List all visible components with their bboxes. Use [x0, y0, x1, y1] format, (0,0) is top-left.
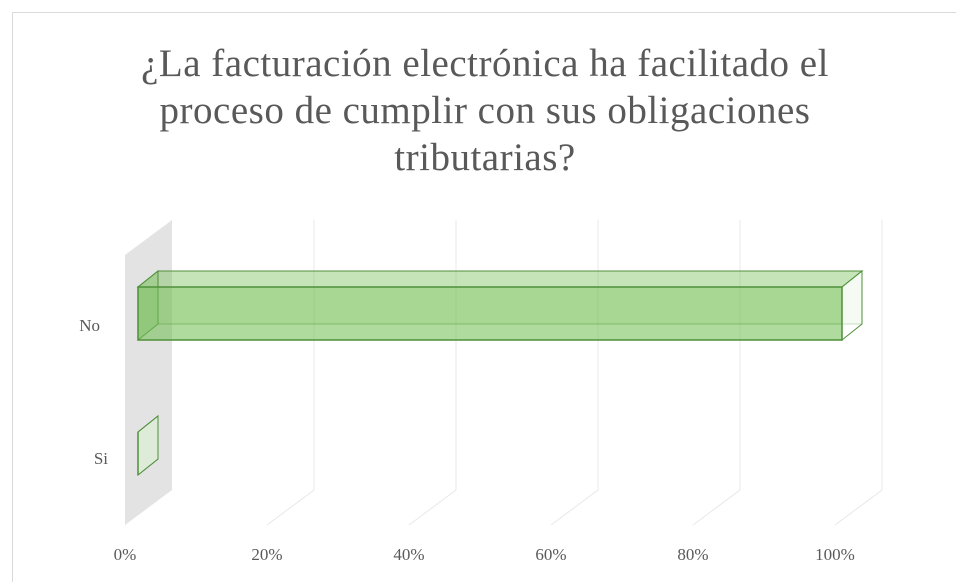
bar-front: [137, 286, 843, 341]
grid-line: [266, 220, 315, 526]
x-tick-label: 20%: [251, 545, 282, 564]
y-tick-label: No: [79, 316, 100, 335]
x-tick-label: 40%: [393, 545, 424, 564]
x-tick-label: 60%: [535, 545, 566, 564]
back-wall: [125, 220, 172, 525]
bar: [137, 414, 159, 477]
x-tick-label: 100%: [815, 545, 855, 564]
y-tick-label: Si: [94, 449, 108, 468]
grid-line: [834, 220, 883, 526]
bar: [136, 269, 864, 342]
grid-line: [550, 220, 599, 526]
chart-title: ¿La facturación electrónica ha facilitad…: [141, 42, 829, 179]
bar-top: [136, 270, 864, 288]
x-tick-label: 80%: [677, 545, 708, 564]
grid-line: [692, 220, 741, 526]
chart-border: [12, 12, 956, 582]
x-tick-label: 0%: [114, 545, 137, 564]
grid-line: [408, 220, 457, 526]
